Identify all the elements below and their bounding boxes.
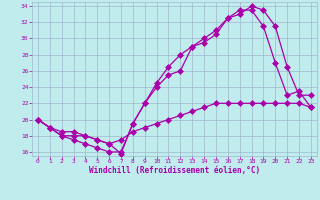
X-axis label: Windchill (Refroidissement éolien,°C): Windchill (Refroidissement éolien,°C) bbox=[89, 166, 260, 175]
